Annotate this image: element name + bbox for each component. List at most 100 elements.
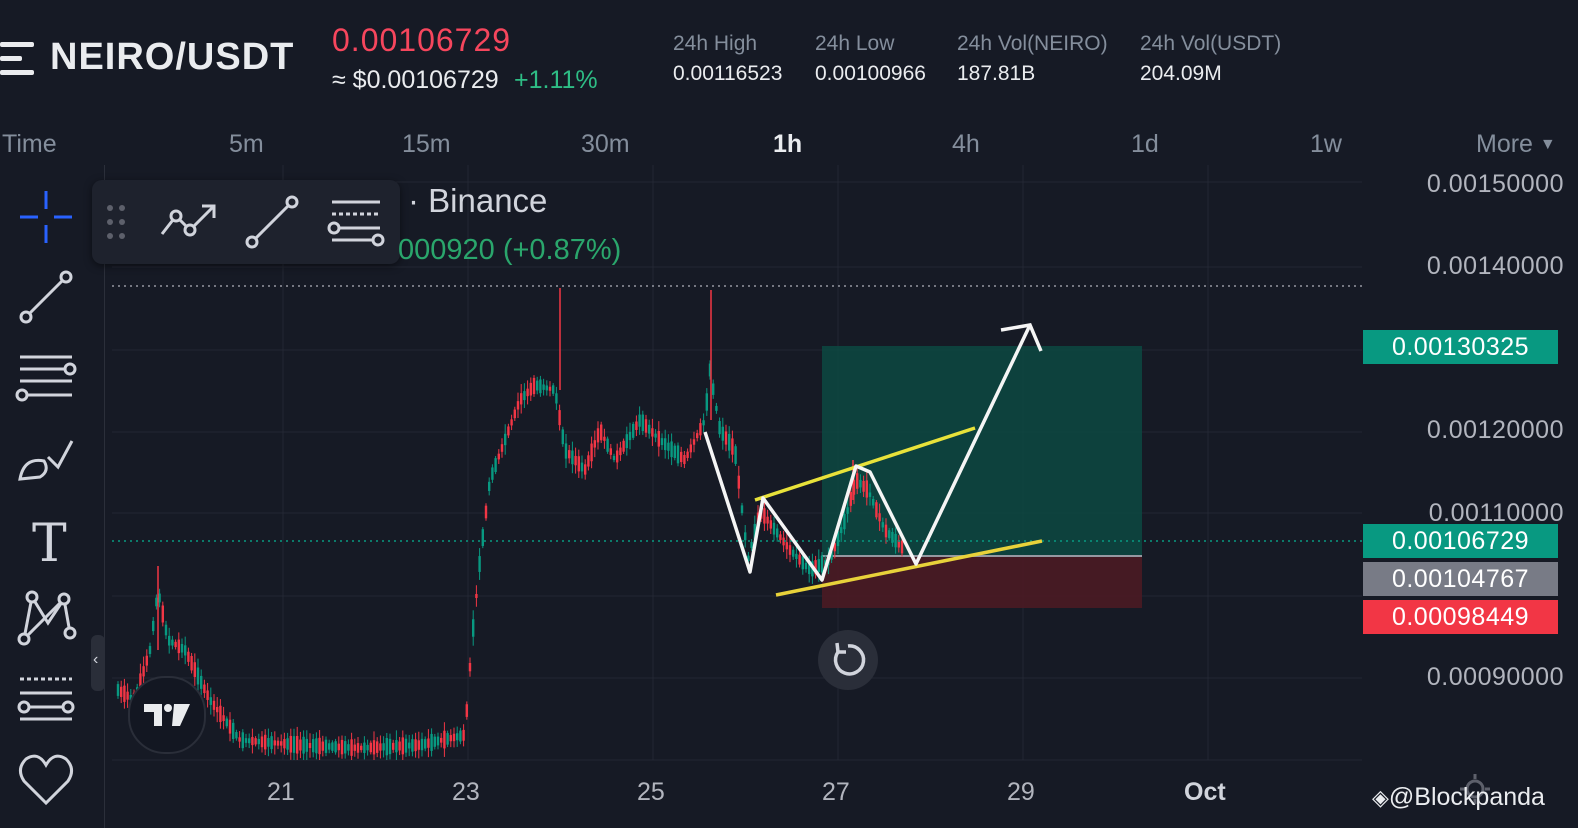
candle-body [120,686,123,697]
candle-body [897,540,900,548]
candle-body [344,741,347,754]
candle-body [145,655,148,666]
candle-body [568,450,571,459]
candle-body [404,738,408,753]
candle-body [219,705,222,722]
interval-30m[interactable]: 30m [581,130,630,158]
candle-body [388,738,392,755]
price-axis-label: 0.00110000 [1428,499,1564,527]
candle-body [299,739,302,751]
candle-body [734,446,737,464]
candle-body [148,646,152,654]
candle-body [872,498,875,506]
interval-1w[interactable]: 1w [1310,130,1342,158]
interval-5m[interactable]: 5m [229,130,264,158]
candle-body [516,401,520,410]
candle-body [545,385,548,391]
candle-body [772,522,776,535]
time-label[interactable]: Time [2,130,57,158]
candle-body [769,520,772,529]
crosshair-icon[interactable] [14,185,78,249]
candle-body [753,524,756,540]
candle-body [155,597,158,607]
menu-icon[interactable] [0,40,34,78]
candle-body [420,738,424,751]
candle-body [280,741,283,746]
loss-zone [822,556,1142,608]
candle-body [571,450,574,465]
pair-title[interactable]: NEIRO/USDT [50,36,295,78]
toolbar-collapse-handle[interactable]: ‹ [91,635,105,691]
brush-icon[interactable] [14,427,78,491]
candle-body [440,737,443,743]
interval-1h[interactable]: 1h [773,130,803,158]
candle-body [260,736,264,748]
candle-body [523,391,526,401]
candle-body [372,740,376,755]
interval-1d[interactable]: 1d [1131,130,1159,158]
candle-body [609,448,612,455]
time-axis-label: Oct [1184,778,1226,806]
projection-path [703,324,1032,582]
more-intervals-button[interactable]: More ▼ [1476,130,1556,159]
candle-body [267,738,270,747]
candle-body [408,742,411,749]
candle-body [683,454,686,465]
drag-handle-icon[interactable] [102,200,130,244]
candle-body [321,741,324,751]
fib-tool-icon[interactable] [326,194,386,250]
candle-body [382,743,385,751]
reset-chart-button[interactable] [818,630,878,690]
candle-body [488,481,491,491]
fib-retracement-icon[interactable] [14,345,78,409]
candle-body [900,540,904,554]
candle-body [270,736,273,750]
candle-body [142,666,145,677]
pattern-icon[interactable] [14,585,78,649]
candle-body [433,736,436,747]
candle-body [817,559,820,573]
candle-body [558,410,561,426]
tradingview-logo[interactable] [128,676,206,754]
candle-body [468,663,472,672]
interval-4h[interactable]: 4h [952,130,980,158]
candle-body [366,744,369,751]
settings-gear-icon[interactable] [1458,772,1492,806]
candle-body [289,735,292,753]
candle-body [401,737,404,755]
candle-body [878,513,881,522]
candle-body [174,641,177,648]
candle-body [580,462,584,472]
stat-24h-low-label: 24h Low [815,32,895,55]
candle-body [894,533,897,548]
candle-body [116,684,120,696]
candle-body [177,639,180,654]
path-tool-icon[interactable] [156,198,220,246]
candle-body [856,473,859,489]
candle-body [744,532,747,541]
candle-body [257,738,260,745]
favorites-heart-icon[interactable] [14,747,78,811]
candle-body [747,555,750,562]
measure-icon[interactable] [14,665,78,729]
interval-15m[interactable]: 15m [402,130,451,158]
candle-body [360,745,363,751]
stop-price-tag: 0.00098449 [1363,600,1558,634]
caret-down-icon: ▼ [1539,136,1556,153]
candle-body [504,433,507,446]
price-axis-label: 0.00150000 [1426,170,1564,198]
candle-body [664,438,667,451]
candle-body [379,743,382,751]
text-icon[interactable]: T [14,507,78,571]
candle-body [126,691,129,700]
candle-body [164,624,168,636]
candle-body [472,619,475,637]
trend-line-icon[interactable] [14,265,78,329]
last-price: 0.00106729 [332,22,512,58]
line-tool-icon[interactable] [242,194,302,250]
candle-body [628,431,632,441]
time-axis-label: 29 [1007,778,1035,806]
candle-body [417,740,420,750]
candle-body [158,593,161,603]
